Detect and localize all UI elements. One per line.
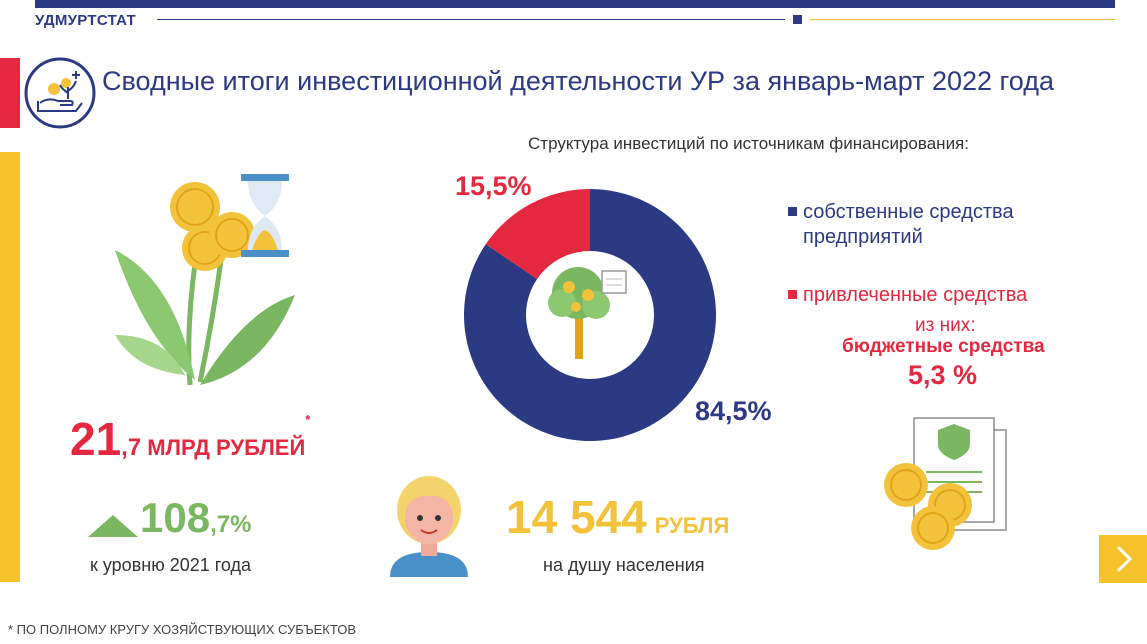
next-arrow-icon <box>1116 545 1133 573</box>
legend-label-own-line1: собственные средства <box>803 201 1014 223</box>
legend-label-attracted: привлеченные средства <box>803 284 1028 306</box>
top-bar <box>35 0 1115 8</box>
document-shield-icon <box>884 417 1007 550</box>
content-accent <box>0 152 20 582</box>
total-note: * <box>305 412 311 427</box>
growth-caption: к уровню 2021 года <box>90 555 252 575</box>
person-icon <box>390 476 468 577</box>
legend-swatch-attracted <box>788 290 797 299</box>
total-unit: МЛРД РУБЛЕЙ <box>147 435 306 460</box>
investment-hand-icon <box>24 57 96 129</box>
page-title: Сводные итоги инвестиционной деятельност… <box>102 66 1055 96</box>
legend-label-own-line2: предприятий <box>803 226 923 248</box>
chart-title: Структура инвестиций по источникам финан… <box>528 134 969 153</box>
coins-flower-icon <box>115 182 295 386</box>
of-which-label: из них: <box>915 315 976 336</box>
total-int: 21 <box>70 413 122 465</box>
total-investment: 21,7 МЛРД РУБЛЕЙ * <box>70 412 310 466</box>
next-slide-button[interactable] <box>1099 535 1147 583</box>
slice-label-own: 84,5% <box>695 396 772 426</box>
header-line-accent <box>810 19 1115 20</box>
growth-int: 108 <box>140 494 211 541</box>
per-capita-caption: на душу населения <box>543 555 705 575</box>
total-dec: ,7 <box>121 434 142 461</box>
growth-value: 108,7% <box>140 494 251 542</box>
budget-percent: 5,3 % <box>908 360 978 390</box>
header-square <box>793 15 802 24</box>
header-line <box>157 19 785 20</box>
legend-item-own: собственные средства предприятий <box>788 200 1014 250</box>
money-tree-icon <box>548 267 627 359</box>
slice-label-attracted: 15,5% <box>455 171 532 201</box>
title-accent <box>0 58 20 128</box>
hourglass-icon <box>241 174 289 257</box>
footnote: * ПО ПОЛНОМУ КРУГУ ХОЗЯЙСТВУЮЩИХ СУБЪЕКТ… <box>8 622 357 637</box>
budget-label: бюджетные средства <box>842 336 1045 357</box>
org-name: УДМУРТСТАТ <box>35 12 136 29</box>
per-capita-value: 14 544 <box>506 491 647 543</box>
legend-item-attracted: привлеченные средства <box>788 283 1027 308</box>
legend-swatch-own <box>788 207 797 216</box>
growth-up-icon <box>88 515 138 537</box>
growth-dec: ,7% <box>210 511 252 538</box>
donut-chart <box>464 189 716 441</box>
per-capita-unit: РУБЛЯ <box>654 513 730 538</box>
per-capita: 14 544 РУБЛЯ <box>506 490 729 544</box>
